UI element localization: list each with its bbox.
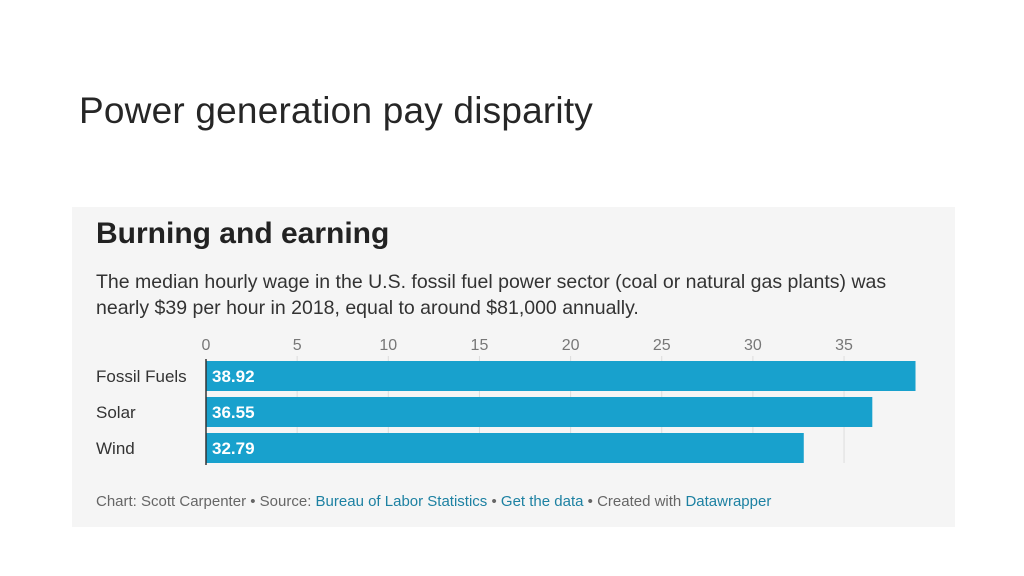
footer-separator: • (246, 493, 260, 510)
x-tick-label: 20 (562, 337, 580, 354)
x-tick-label: 25 (653, 337, 671, 354)
value-label: 32.79 (212, 439, 255, 458)
chart-card: Burning and earning The median hourly wa… (72, 207, 955, 527)
value-label: 38.92 (212, 367, 255, 386)
source-link[interactable]: Bureau of Labor Statistics (315, 493, 488, 510)
x-tick-label: 15 (471, 337, 489, 354)
footer-credit: Chart: Scott Carpenter (96, 493, 247, 510)
slide-title: Power generation pay disparity (79, 90, 594, 131)
category-label: Solar (96, 403, 136, 422)
bar (206, 361, 916, 391)
footer-created-with: Created with (597, 493, 686, 510)
datawrapper-link[interactable]: Datawrapper (685, 493, 772, 510)
footer-source-prefix: Source: (259, 493, 316, 510)
get-data-link[interactable]: Get the data (500, 493, 584, 510)
category-label: Wind (96, 439, 135, 458)
value-label: 36.55 (212, 403, 255, 422)
x-tick-label: 10 (379, 337, 397, 354)
bar (206, 397, 873, 427)
bar (206, 433, 804, 463)
x-tick-label: 0 (202, 337, 211, 354)
chart-footer: Chart: Scott Carpenter • Source: Bureau … (96, 493, 771, 510)
x-tick-label: 30 (744, 337, 762, 354)
chart-title: Burning and earning (96, 217, 390, 250)
footer-separator: • (583, 493, 598, 510)
x-tick-label: 35 (835, 337, 853, 354)
bar-chart: 0 5 10 15 20 25 30 35 Fossil Fuels 38.92 Solar 36.5… (96, 337, 916, 465)
category-label: Fossil Fuels (96, 367, 187, 386)
chart-subtitle: The median hourly wage in the U.S. fossi… (96, 271, 887, 319)
x-tick-label: 5 (293, 337, 302, 354)
footer-separator: • (487, 493, 501, 510)
